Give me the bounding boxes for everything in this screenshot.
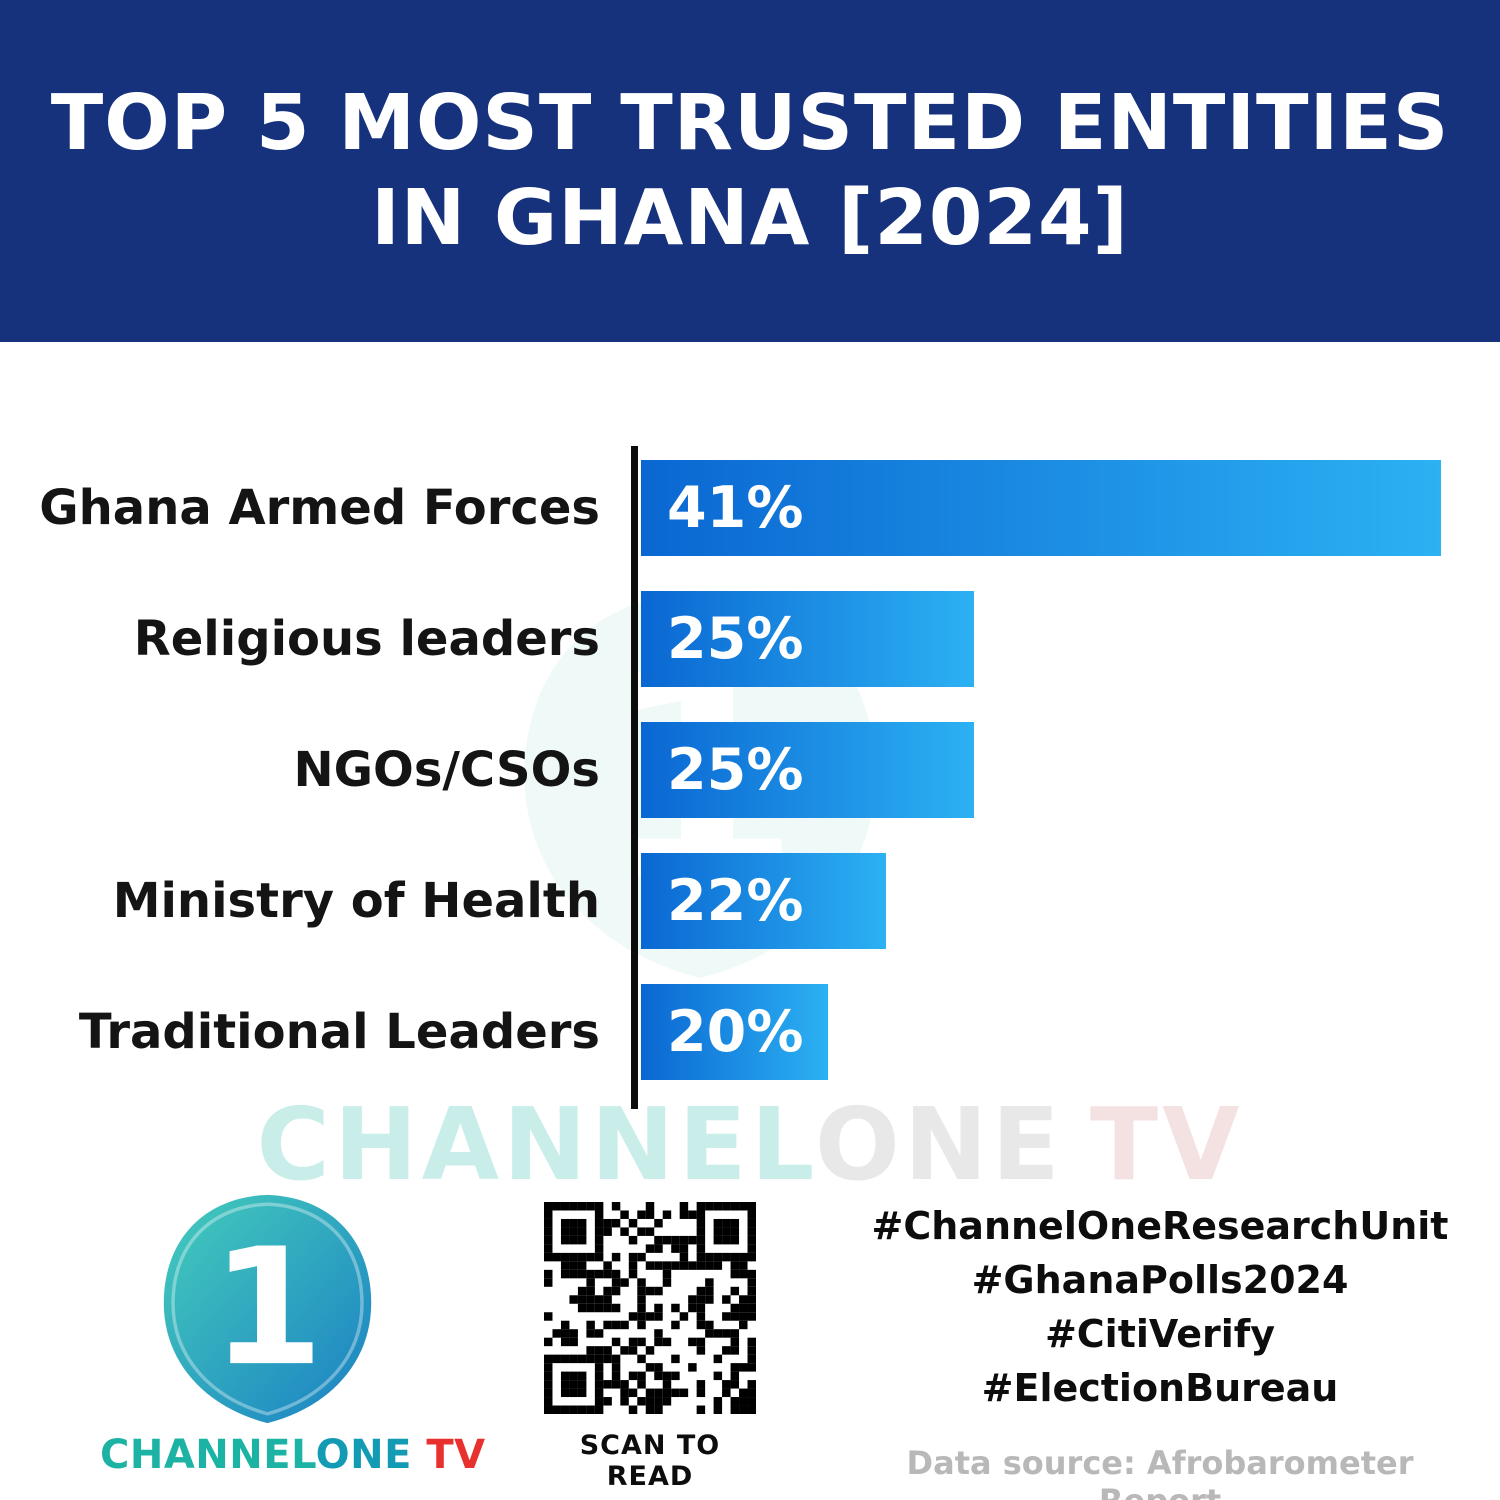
bar: 20% [641, 983, 828, 1080]
qr-code [544, 1202, 756, 1414]
data-source-label: Data source: Afrobarometer Report [906, 1443, 1414, 1500]
qr-block: SCAN TO READ [544, 1202, 756, 1492]
footer-right-column: #ChannelOneResearchUnit #GhanaPolls2024 … [870, 1200, 1450, 1500]
bar: 22% [641, 852, 886, 949]
bar-row: Religious leaders 25% [0, 573, 1500, 704]
hashtag-line: #GhanaPolls2024 #CitiVerify [971, 1257, 1349, 1356]
logo-numeral: 1 [211, 1214, 323, 1402]
header-banner: TOP 5 MOST TRUSTED ENTITIES IN GHANA [20… [0, 0, 1500, 342]
page-title-line1: TOP 5 MOST TRUSTED ENTITIES [50, 78, 1450, 168]
bar-row: NGOs/CSOs 25% [0, 704, 1500, 835]
bar-category-label: Religious leaders [133, 610, 600, 667]
watermark-tv: TV [1089, 1086, 1244, 1203]
channel-one-logo-icon: 1 [163, 1194, 372, 1424]
bar-value-label: 25% [667, 605, 804, 672]
brand-one: ONE [315, 1432, 412, 1478]
qr-caption: SCAN TO READ [579, 1430, 721, 1492]
chart-axis-line [631, 446, 638, 1109]
bar-chart: Ghana Armed Forces 41% Religious leaders… [0, 442, 1500, 1097]
bar-row: Traditional Leaders 20% [0, 966, 1500, 1097]
bar-value-label: 22% [667, 867, 804, 934]
bar-value-label: 20% [667, 998, 804, 1065]
bar-row: Ministry of Health 22% [0, 835, 1500, 966]
brand-tv: TV [411, 1432, 486, 1478]
bar-value-label: 25% [667, 736, 804, 803]
bar-category-label: Ministry of Health [112, 872, 600, 929]
bar-value-label: 41% [667, 474, 804, 541]
bar: 41% [641, 459, 1441, 556]
bar-row: Ghana Armed Forces 41% [0, 442, 1500, 573]
brand-wordmark: CHANNELONE TV [100, 1432, 485, 1478]
hashtag-line: #ChannelOneResearchUnit [871, 1204, 1449, 1248]
bar: 25% [641, 721, 974, 818]
watermark-one: ONE [814, 1086, 1064, 1203]
watermark-channel: CHANNEL [256, 1086, 815, 1203]
bar-category-label: Traditional Leaders [78, 1003, 600, 1060]
bar-category-label: NGOs/CSOs [293, 741, 600, 798]
hashtag-line: #ElectionBureau [981, 1365, 1339, 1410]
page-title-line2: IN GHANA [2024] [371, 174, 1129, 263]
bar: 25% [641, 590, 974, 687]
brand-text-watermark: CHANNELONE TV [0, 1086, 1500, 1203]
bar-category-label: Ghana Armed Forces [39, 479, 600, 536]
brand-channel: CHANNEL [100, 1432, 316, 1478]
